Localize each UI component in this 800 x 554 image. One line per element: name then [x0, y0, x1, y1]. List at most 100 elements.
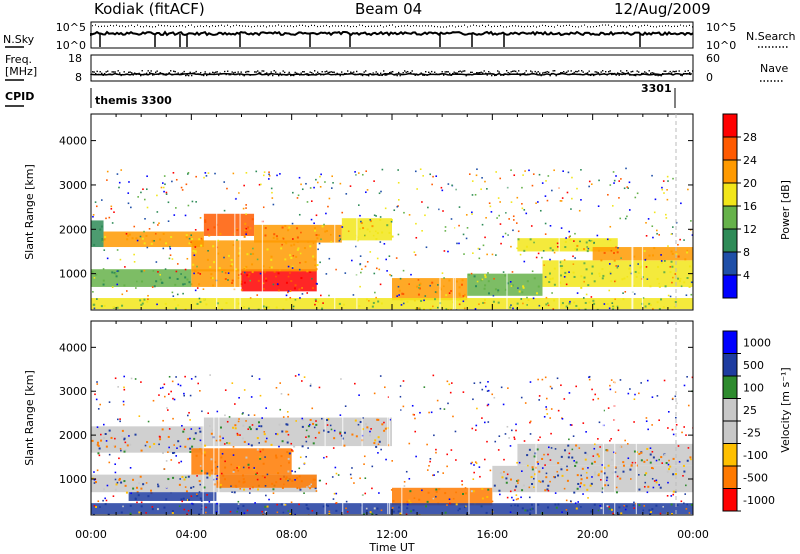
echo-pixel [221, 307, 224, 310]
echo-pixel [649, 511, 652, 514]
scatter-point [315, 300, 317, 302]
echo-pixel [553, 476, 556, 479]
scatter-point [287, 415, 289, 418]
echo-band [91, 220, 104, 248]
scatter-point [633, 398, 636, 401]
echo-pixel [486, 496, 489, 499]
echo-pixel [398, 289, 401, 292]
echo-pixel [264, 440, 267, 443]
scatter-point [513, 219, 515, 221]
echo-pixel [369, 434, 372, 437]
echo-pixel [584, 451, 587, 454]
scatter-point [390, 274, 393, 277]
echo-pixel [643, 250, 646, 253]
scatter-point [603, 409, 605, 412]
echo-pixel [228, 442, 231, 445]
echo-pixel [361, 428, 364, 431]
scatter-point [429, 458, 432, 460]
scatter-point [391, 507, 394, 509]
scatter-point [375, 215, 377, 217]
echo-band [467, 273, 543, 296]
echo-pixel [198, 283, 201, 286]
scatter-point [207, 172, 210, 174]
scatter-point [645, 235, 648, 237]
echo-pixel [596, 453, 599, 456]
echo-pixel [290, 256, 293, 259]
scatter-point [190, 428, 193, 430]
echo-pixel [201, 469, 204, 472]
scatter-point [457, 509, 460, 512]
scatter-point [582, 422, 585, 424]
y-tick-label: 4000 [59, 341, 87, 354]
scatter-point [475, 462, 478, 465]
echo-pixel [406, 500, 409, 503]
scatter-point [240, 289, 243, 291]
scatter-point [232, 172, 235, 175]
scatter-point [476, 168, 478, 171]
scatter-point [509, 445, 512, 447]
scatter-point [301, 293, 304, 295]
echo-pixel [312, 478, 315, 481]
data-gap [334, 114, 336, 310]
scatter-point [590, 296, 593, 298]
scatter-point [633, 293, 636, 295]
scatter-point [245, 204, 247, 206]
scatter-point [515, 498, 518, 501]
scatter-point [238, 418, 240, 420]
scatter-point [683, 502, 685, 505]
echo-pixel [600, 259, 603, 262]
echo-pixel [140, 505, 143, 508]
echo-pixel [438, 488, 441, 491]
echo-pixel [314, 298, 317, 301]
scatter-point [466, 227, 469, 229]
scatter-point [105, 440, 108, 442]
scatter-point [565, 283, 568, 286]
colorbar-segment [723, 206, 737, 229]
scatter-point [207, 412, 209, 415]
scatter-point [544, 464, 546, 466]
scatter-point [93, 471, 95, 473]
scatter-point [444, 226, 447, 228]
scatter-point [196, 475, 198, 477]
scatter-point [525, 212, 528, 215]
scatter-point [243, 184, 245, 187]
echo-pixel [285, 476, 288, 479]
scatter-point [242, 412, 244, 414]
scatter-point [216, 502, 218, 505]
echo-pixel [313, 478, 316, 481]
echo-pixel [285, 477, 288, 480]
scatter-point [338, 240, 341, 242]
echo-pixel [560, 274, 563, 277]
echo-pixel [649, 461, 652, 464]
scatter-point [196, 493, 198, 496]
scatter-point [111, 222, 114, 224]
scatter-point [199, 273, 202, 275]
echo-band [91, 298, 693, 310]
scatter-point [666, 198, 669, 201]
scatter-point [178, 461, 180, 464]
data-gap [614, 321, 616, 515]
scatter-point [545, 180, 547, 182]
echo-pixel [554, 503, 557, 506]
scatter-point [179, 445, 182, 448]
echo-pixel [686, 251, 689, 254]
echo-pixel [128, 233, 131, 236]
echo-pixel [464, 492, 467, 495]
echo-pixel [296, 240, 299, 243]
scatter-point [268, 178, 270, 180]
echo-pixel [359, 227, 362, 230]
echo-pixel [213, 261, 216, 264]
echo-pixel [246, 274, 249, 277]
echo-pixel [213, 226, 216, 229]
scatter-point [339, 182, 342, 185]
scatter-point [578, 447, 581, 449]
scatter-point [484, 236, 486, 239]
scatter-point [210, 277, 212, 279]
nsearch-label: N.Search [746, 30, 796, 43]
echo-pixel [521, 489, 524, 492]
echo-pixel [259, 457, 262, 460]
echo-pixel [282, 308, 285, 310]
scatter-point [317, 248, 319, 251]
scatter-point [256, 478, 259, 481]
echo-pixel [231, 279, 234, 282]
